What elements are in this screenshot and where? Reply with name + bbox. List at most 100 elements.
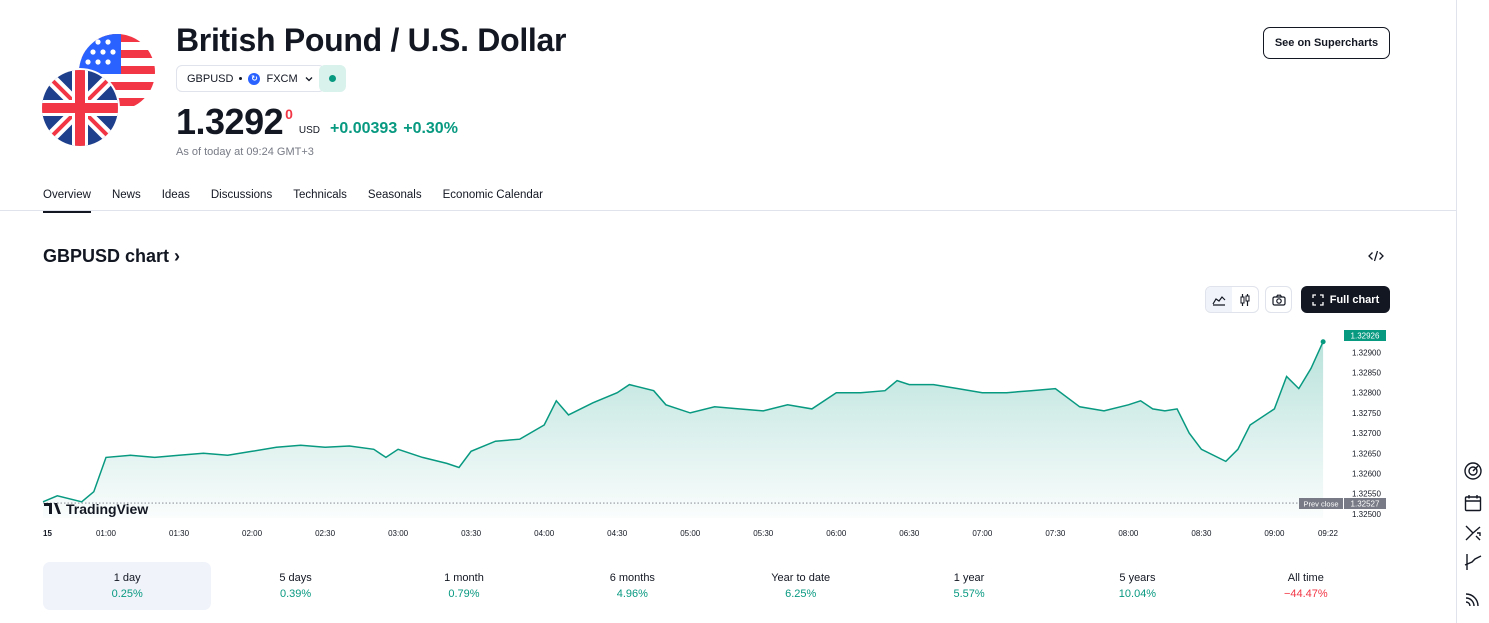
chevron-down-icon [305,76,313,81]
period-change-value: 5.57% [953,588,985,600]
chart-title: GBPUSD chart [43,246,170,266]
x-tick-label: 02:30 [315,529,336,538]
x-tick-label: 02:00 [242,529,263,538]
period-label: 5 days [279,572,312,584]
x-tick-label: 01:00 [96,529,117,538]
price-value: 1.3292 [176,101,284,142]
full-chart-label: Full chart [1329,293,1380,306]
x-tick-label: 08:00 [1118,529,1139,538]
y-tick-label: 1.32600 [1352,470,1381,479]
currency-pair-flags-icon [42,34,155,148]
period-label: 5 years [1119,572,1156,584]
page-title: British Pound / U.S. Dollar [176,22,567,58]
y-tick-label: 1.32500 [1352,510,1381,519]
tradingview-logo-icon [44,503,61,514]
y-tick-label: 1.32900 [1352,348,1381,357]
symbol-selector[interactable]: GBPUSD ↻ FXCM [176,65,325,92]
period-performance-bar: 1 day 0.25% 5 days 0.39% 1 month 0.79% 6 month… [43,562,1390,610]
tradingview-watermark: TradingView [44,501,148,517]
overview-page: British Pound / U.S. Dollar GBPUSD ↻ FXC… [0,22,1457,610]
x-tick-label: 15 [43,529,52,538]
price-timestamp: As of today at 09:24 GMT+3 [176,146,314,158]
last-price-dot [1320,339,1326,345]
chevron-right-icon: › [174,246,181,266]
period-all-time[interactable]: All time −44.47% [1222,562,1390,610]
period-change-value: 0.79% [448,588,480,600]
prev-close-label: Prev close [1303,500,1338,509]
period-label: All time [1287,572,1324,584]
chart-line-icon[interactable] [1462,551,1484,573]
period-change-value: 0.39% [279,588,312,600]
chart-title-link[interactable]: GBPUSD chart › [43,246,180,267]
period-change-value: 0.25% [111,588,143,600]
candlestick-icon [1240,293,1250,306]
separator-dot [239,77,243,80]
period-change-value: 4.96% [616,588,648,600]
period-year-to-date[interactable]: Year to date 6.25% [717,562,885,610]
broadcast-icon[interactable] [1462,588,1484,610]
x-tick-label: 06:00 [826,529,847,538]
tab-ideas[interactable]: Ideas [161,189,190,201]
x-tick-label: 06:30 [899,529,920,538]
price-chart[interactable]: 1.32900 1.32850 1.32800 1.32750 1.32700 1.326… [0,320,1400,545]
see-on-supercharts-button[interactable]: See on Supercharts [1263,27,1390,59]
x-tick-label: 08:30 [1191,529,1212,538]
period-1-year[interactable]: 1 year 5.57% [885,562,1053,610]
x-tick-label: 05:00 [680,529,701,538]
price-currency: USD [298,125,321,136]
full-chart-button[interactable]: Full chart [1301,286,1390,313]
y-tick-label: 1.32750 [1352,409,1381,418]
period-1-day[interactable]: 1 day 0.25% [43,562,212,610]
section-tabs: Overview News Ideas Discussions Technica… [43,189,543,213]
x-tick-label: 07:00 [972,529,993,538]
prev-close-value: 1.32527 [1351,500,1380,509]
period-label: Year to date [771,572,831,584]
x-tick-label: 05:30 [753,529,774,538]
tab-technicals[interactable]: Technicals [293,189,347,201]
candles-chart-button[interactable] [1232,287,1258,312]
area-chart-button[interactable] [1206,287,1232,312]
last-price-badge: 1.32926 [1344,330,1386,341]
calendar-icon[interactable] [1462,492,1484,514]
tab-seasonals[interactable]: Seasonals [367,189,422,201]
exchange-label: FXCM [266,72,298,85]
change-percent: +0.30% [403,120,458,137]
period-label: 1 month [444,572,484,584]
period-1-month[interactable]: 1 month 0.79% [380,562,548,610]
camera-icon [1271,294,1286,306]
change-absolute: +0.00393 [330,120,398,137]
period-5-years[interactable]: 5 years 10.04% [1053,562,1221,610]
tab-economic-calendar[interactable]: Economic Calendar [442,189,543,201]
x-tick-label: 03:30 [461,529,482,538]
y-tick-label: 1.32800 [1352,389,1381,398]
period-change-value: 6.25% [785,588,817,600]
market-status-badge[interactable] [319,65,346,92]
tab-news[interactable]: News [111,189,141,201]
right-toolbar [1456,0,1489,623]
period-change-value: −44.47% [1283,588,1328,600]
x-tick-label: 01:30 [169,529,190,538]
x-tick-label: 09:00 [1264,529,1285,538]
last-price-label: 1.32926 [1351,332,1380,341]
x-tick-label: 09:22 [1318,529,1339,538]
tabs-divider [0,210,1457,211]
price-block: 1.3292 0 USD +0.00393 +0.30% [176,102,458,142]
chart-area-fill [43,341,1324,518]
x-axis: 15 01:00 01:30 02:00 02:30 03:00 03:30 04:00 04:… [43,529,1339,538]
speedometer-icon[interactable] [1462,460,1484,482]
period-6-months[interactable]: 6 months 4.96% [548,562,716,610]
period-5-days[interactable]: 5 days 0.39% [211,562,379,610]
snapshot-button[interactable] [1265,286,1292,313]
tab-discussions[interactable]: Discussions [210,189,273,201]
ideas-icon[interactable] [1462,522,1484,544]
chart-style-toggle [1205,286,1259,313]
x-tick-label: 03:00 [388,529,409,538]
uk-flag-icon [42,70,118,146]
tab-overview[interactable]: Overview [43,189,91,213]
prev-close-badge: Prev close 1.32527 [1299,498,1386,509]
y-tick-label: 1.32550 [1352,490,1381,499]
embed-code-icon[interactable] [1366,248,1386,264]
area-chart-icon [1212,295,1226,306]
x-tick-label: 04:00 [534,529,555,538]
y-tick-label: 1.32650 [1352,449,1381,458]
